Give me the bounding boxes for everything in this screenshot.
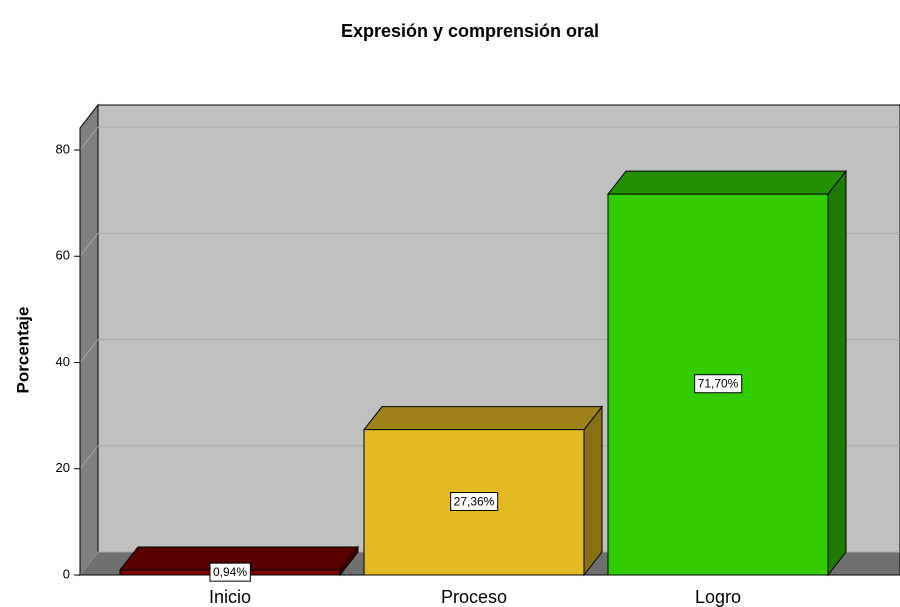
value-label: 27,36%	[454, 494, 495, 508]
y-tick-label: 80	[56, 141, 70, 156]
grid-line	[79, 126, 99, 151]
grid-line	[79, 445, 99, 470]
value-label-box	[209, 562, 251, 582]
bar-top	[606, 170, 848, 195]
bar-top	[362, 406, 604, 431]
x-tick-label: Inicio	[209, 587, 251, 607]
grid-line	[79, 232, 99, 257]
y-tick-label: 40	[56, 354, 70, 369]
y-axis-label: Porcentaje	[13, 307, 32, 394]
value-label: 71,70%	[698, 377, 739, 391]
y-tick-label: 60	[56, 248, 70, 263]
grid-line	[79, 339, 99, 363]
value-label: 0,94%	[213, 565, 247, 579]
x-tick-label: Logro	[695, 587, 741, 607]
value-label-box	[450, 491, 499, 511]
side-wall	[79, 103, 99, 577]
bar-side	[827, 169, 847, 577]
value-label-box	[694, 374, 743, 394]
grid-line	[79, 551, 99, 576]
bar-side	[583, 405, 603, 577]
y-tick-label: 20	[56, 460, 70, 475]
chart-title: Expresión y comprensión oral	[341, 21, 599, 41]
y-tick-label: 0	[63, 566, 70, 581]
x-tick-label: Proceso	[441, 587, 507, 607]
